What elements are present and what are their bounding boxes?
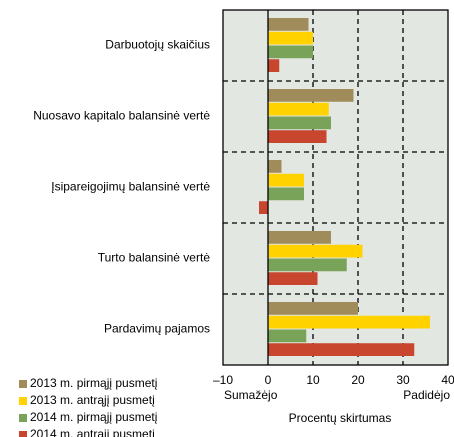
- legend-label: 2013 m. pirmąjį pusmetį: [30, 376, 158, 390]
- bar: [268, 45, 313, 59]
- bar: [259, 201, 268, 214]
- bar: [268, 102, 329, 116]
- legend-label: 2013 m. antrąjį pusmetį: [30, 393, 155, 407]
- bar: [268, 258, 347, 272]
- bar: [268, 116, 331, 130]
- category-label: Įsipareigojimų balansinė vertė: [51, 180, 210, 194]
- x-tick-label: –10: [213, 373, 233, 387]
- x-axis-label: Procentų skirtumas: [289, 411, 392, 425]
- bar: [268, 272, 318, 285]
- bar: [268, 160, 282, 173]
- legend-label: 2014 m. pirmąjį pusmetį: [30, 410, 158, 424]
- plot-frame: [222, 9, 449, 366]
- annotation: Padidėjo: [403, 388, 450, 402]
- legend-swatch: [19, 397, 27, 405]
- bar: [268, 130, 327, 143]
- bar: [268, 59, 280, 72]
- legend-swatch: [19, 414, 27, 422]
- bar: [268, 315, 430, 329]
- x-tick-label: 20: [351, 373, 365, 387]
- category-label: Turto balansinė vertė: [98, 251, 211, 265]
- category-label: Nuosavo kapitalo balansinė vertė: [33, 109, 210, 123]
- bar: [268, 31, 313, 45]
- legend-label: 2014 m. antrąjį pusmetį: [30, 427, 155, 437]
- bar: [268, 302, 358, 315]
- category-label: Pardavimų pajamos: [104, 322, 210, 336]
- x-tick-label: 30: [396, 373, 410, 387]
- bar: [268, 18, 309, 31]
- x-tick-label: 0: [265, 373, 272, 387]
- annotation: Sumažėjo: [224, 388, 278, 402]
- bar: [268, 329, 307, 343]
- bar: [268, 173, 304, 187]
- x-tick-label: 40: [441, 373, 454, 387]
- legend-swatch: [19, 431, 27, 437]
- bar: [268, 244, 363, 258]
- bar: [268, 343, 415, 356]
- legend-swatch: [19, 380, 27, 388]
- x-tick-label: 10: [306, 373, 320, 387]
- category-label: Darbuotojų skaičius: [105, 38, 210, 52]
- bar: [268, 231, 331, 244]
- bar: [268, 187, 304, 201]
- bar: [268, 89, 354, 102]
